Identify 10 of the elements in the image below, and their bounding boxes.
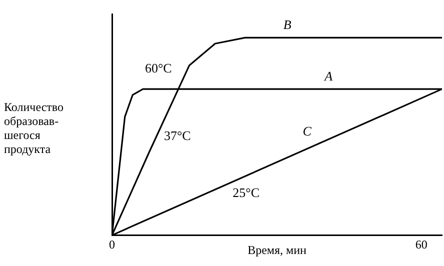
x-axis-title: Время, мин <box>248 242 308 257</box>
annotation: 25°C <box>232 185 260 200</box>
annotation: 60°C <box>144 60 172 76</box>
annotation: 37°C <box>164 128 191 143</box>
series-label: A <box>324 68 333 84</box>
series-label: B <box>283 17 292 32</box>
series-label: C <box>302 124 312 139</box>
x-tick-label: 60 <box>415 238 428 252</box>
y-axis-title: Количество образовав- шегося продукта <box>4 100 64 156</box>
x-tick-label: 0 <box>109 238 115 252</box>
